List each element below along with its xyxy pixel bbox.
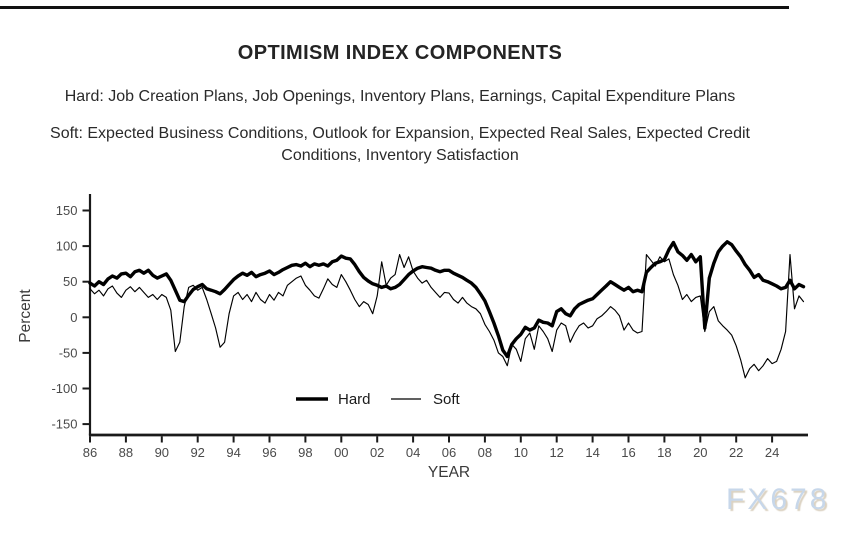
x-tick-label: 88 <box>119 445 133 460</box>
top-border-rule <box>0 6 789 9</box>
y-axis-title: Percent <box>17 289 34 343</box>
x-tick-label: 06 <box>442 445 456 460</box>
x-tick-label: 08 <box>478 445 492 460</box>
x-tick-label: 98 <box>298 445 312 460</box>
soft-line <box>89 254 805 379</box>
x-tick-label: 24 <box>765 445 779 460</box>
x-tick-label: 02 <box>370 445 384 460</box>
y-tick-label: 0 <box>70 310 77 325</box>
legend: Hard Soft <box>296 391 461 408</box>
y-tick-label: 150 <box>56 203 78 218</box>
page-title: OPTIMISM INDEX COMPONENTS <box>237 42 563 64</box>
axes-layer: 150 100 50 0 -50 -100 -150 86 88 90 92 94 96 98 00 02 04… <box>51 194 808 460</box>
x-tick-label: 04 <box>406 445 420 460</box>
x-tick-label: 14 <box>585 445 599 460</box>
optimism-components-line-chart: 150 100 50 0 -50 -100 -150 86 88 90 92 94 96 98 00 02 04… <box>17 194 808 481</box>
legend-soft-label: Soft <box>433 391 461 408</box>
y-tick-label: -150 <box>51 417 77 432</box>
x-tick-label: 94 <box>226 445 240 460</box>
y-tick-label: -100 <box>51 381 77 396</box>
x-tick-label: 96 <box>262 445 276 460</box>
watermark-fx678: FX678 <box>726 483 830 516</box>
series-layer <box>88 240 806 379</box>
y-tick-label: -50 <box>59 345 78 360</box>
x-tick-label: 00 <box>334 445 348 460</box>
x-tick-label: 20 <box>693 445 707 460</box>
x-tick-label: 92 <box>190 445 204 460</box>
chart-header: OPTIMISM INDEX COMPONENTS Hard: Job Crea… <box>0 42 800 182</box>
legend-hard-label: Hard <box>338 391 371 408</box>
y-tick-label: 100 <box>56 239 78 254</box>
subtitle-hard-components: Hard: Job Creation Plans, Job Openings, … <box>64 88 736 105</box>
x-tick-label: 22 <box>729 445 743 460</box>
x-tick-label: 16 <box>621 445 635 460</box>
x-tick-label: 86 <box>83 445 97 460</box>
x-tick-label: 10 <box>514 445 528 460</box>
x-tick-label: 18 <box>657 445 671 460</box>
y-tick-label: 50 <box>63 274 77 289</box>
x-tick-label: 12 <box>549 445 563 460</box>
x-axis-title: YEAR <box>428 464 470 481</box>
hard-line <box>88 240 806 359</box>
x-tick-label: 90 <box>155 445 169 460</box>
subtitle-soft-components: Soft: Expected Business Conditions, Outl… <box>50 125 750 165</box>
